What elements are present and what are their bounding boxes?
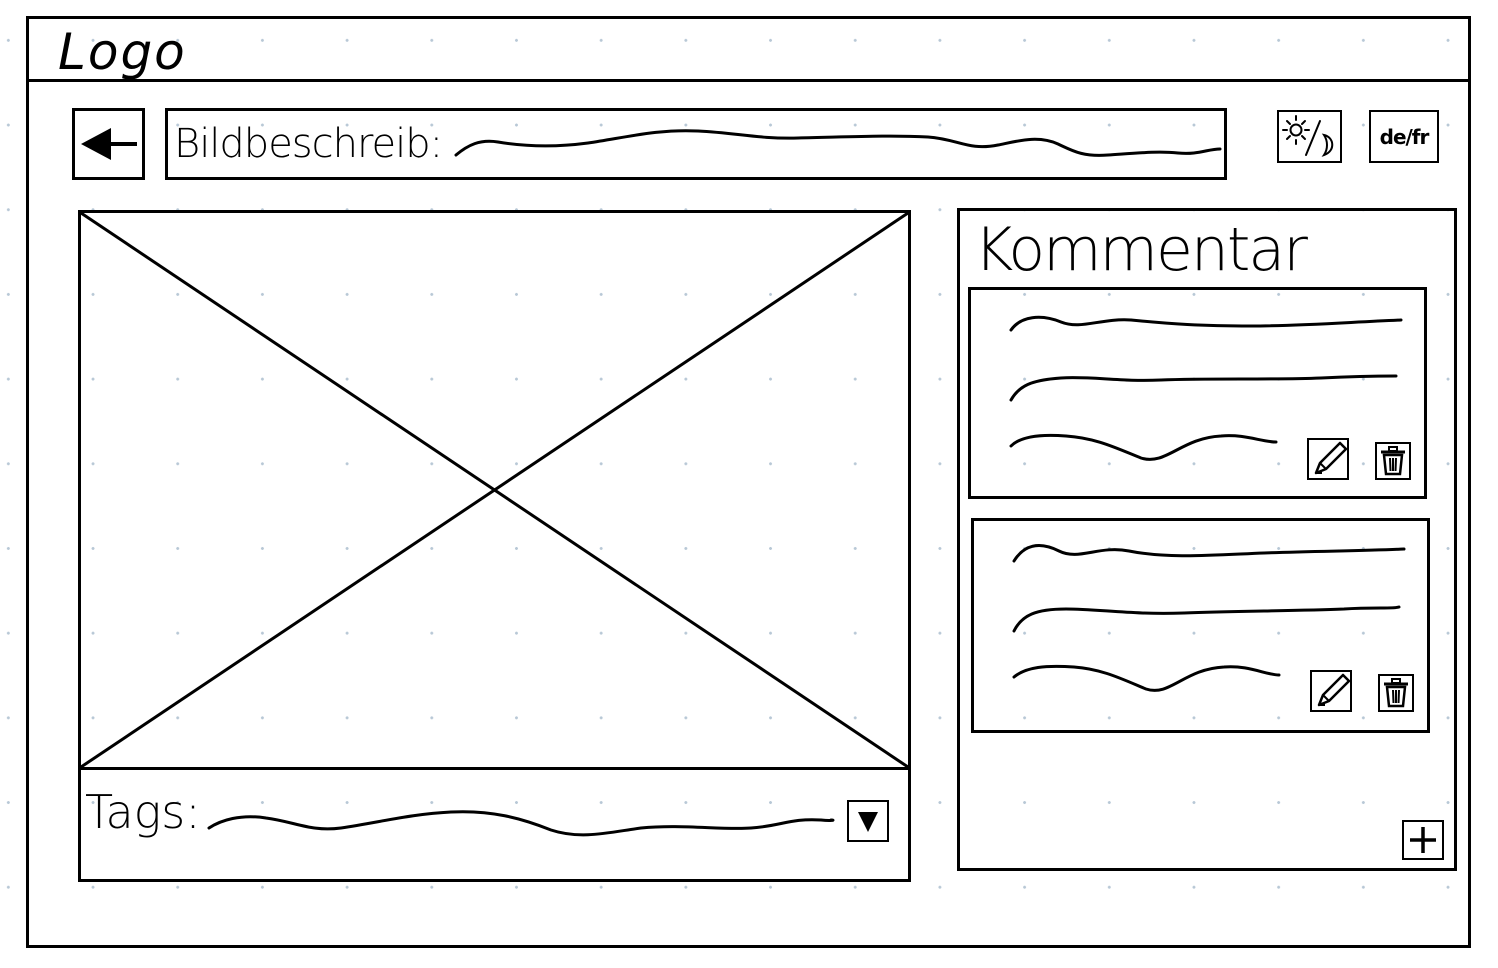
language-toggle-button[interactable]: de/fr [1369,110,1439,163]
comments-panel: Kommentar [957,208,1457,871]
image-viewer [78,210,911,770]
description-value [454,129,1222,157]
tags-value [207,810,835,837]
pencil-icon [1314,441,1348,475]
image-placeholder-icon [80,211,909,769]
pencil-icon [1317,673,1351,707]
comment-text [1009,315,1403,461]
comment-card [968,287,1427,499]
language-toggle-label: de/fr [1379,124,1430,149]
arrow-left-icon [80,128,137,160]
tags-dropdown-button[interactable] [847,800,889,842]
delete-comment-button[interactable] [1375,442,1411,480]
theme-toggle-button[interactable] [1277,110,1342,163]
comment-text [1012,544,1406,692]
plus-icon [1410,827,1436,853]
logo: Logo [58,23,187,81]
app-window [26,16,1471,948]
sun-moon-icon [1281,114,1333,157]
tags-label: Tags: [85,785,201,839]
comment-card [971,518,1430,733]
edit-comment-button[interactable] [1307,438,1349,480]
triangle-down-icon [858,812,878,832]
description-label: Bildbeschreib: [174,121,443,167]
trash-icon [1384,678,1408,708]
add-comment-button[interactable] [1402,820,1444,860]
trash-icon [1381,446,1405,476]
back-button[interactable] [72,108,145,180]
edit-comment-button[interactable] [1310,670,1352,712]
delete-comment-button[interactable] [1378,674,1414,712]
header-divider [26,79,1471,82]
description-field[interactable]: Bildbeschreib: [165,108,1227,180]
comments-title: Kommentar [974,215,1308,285]
tags-bar: Tags: [78,767,911,882]
